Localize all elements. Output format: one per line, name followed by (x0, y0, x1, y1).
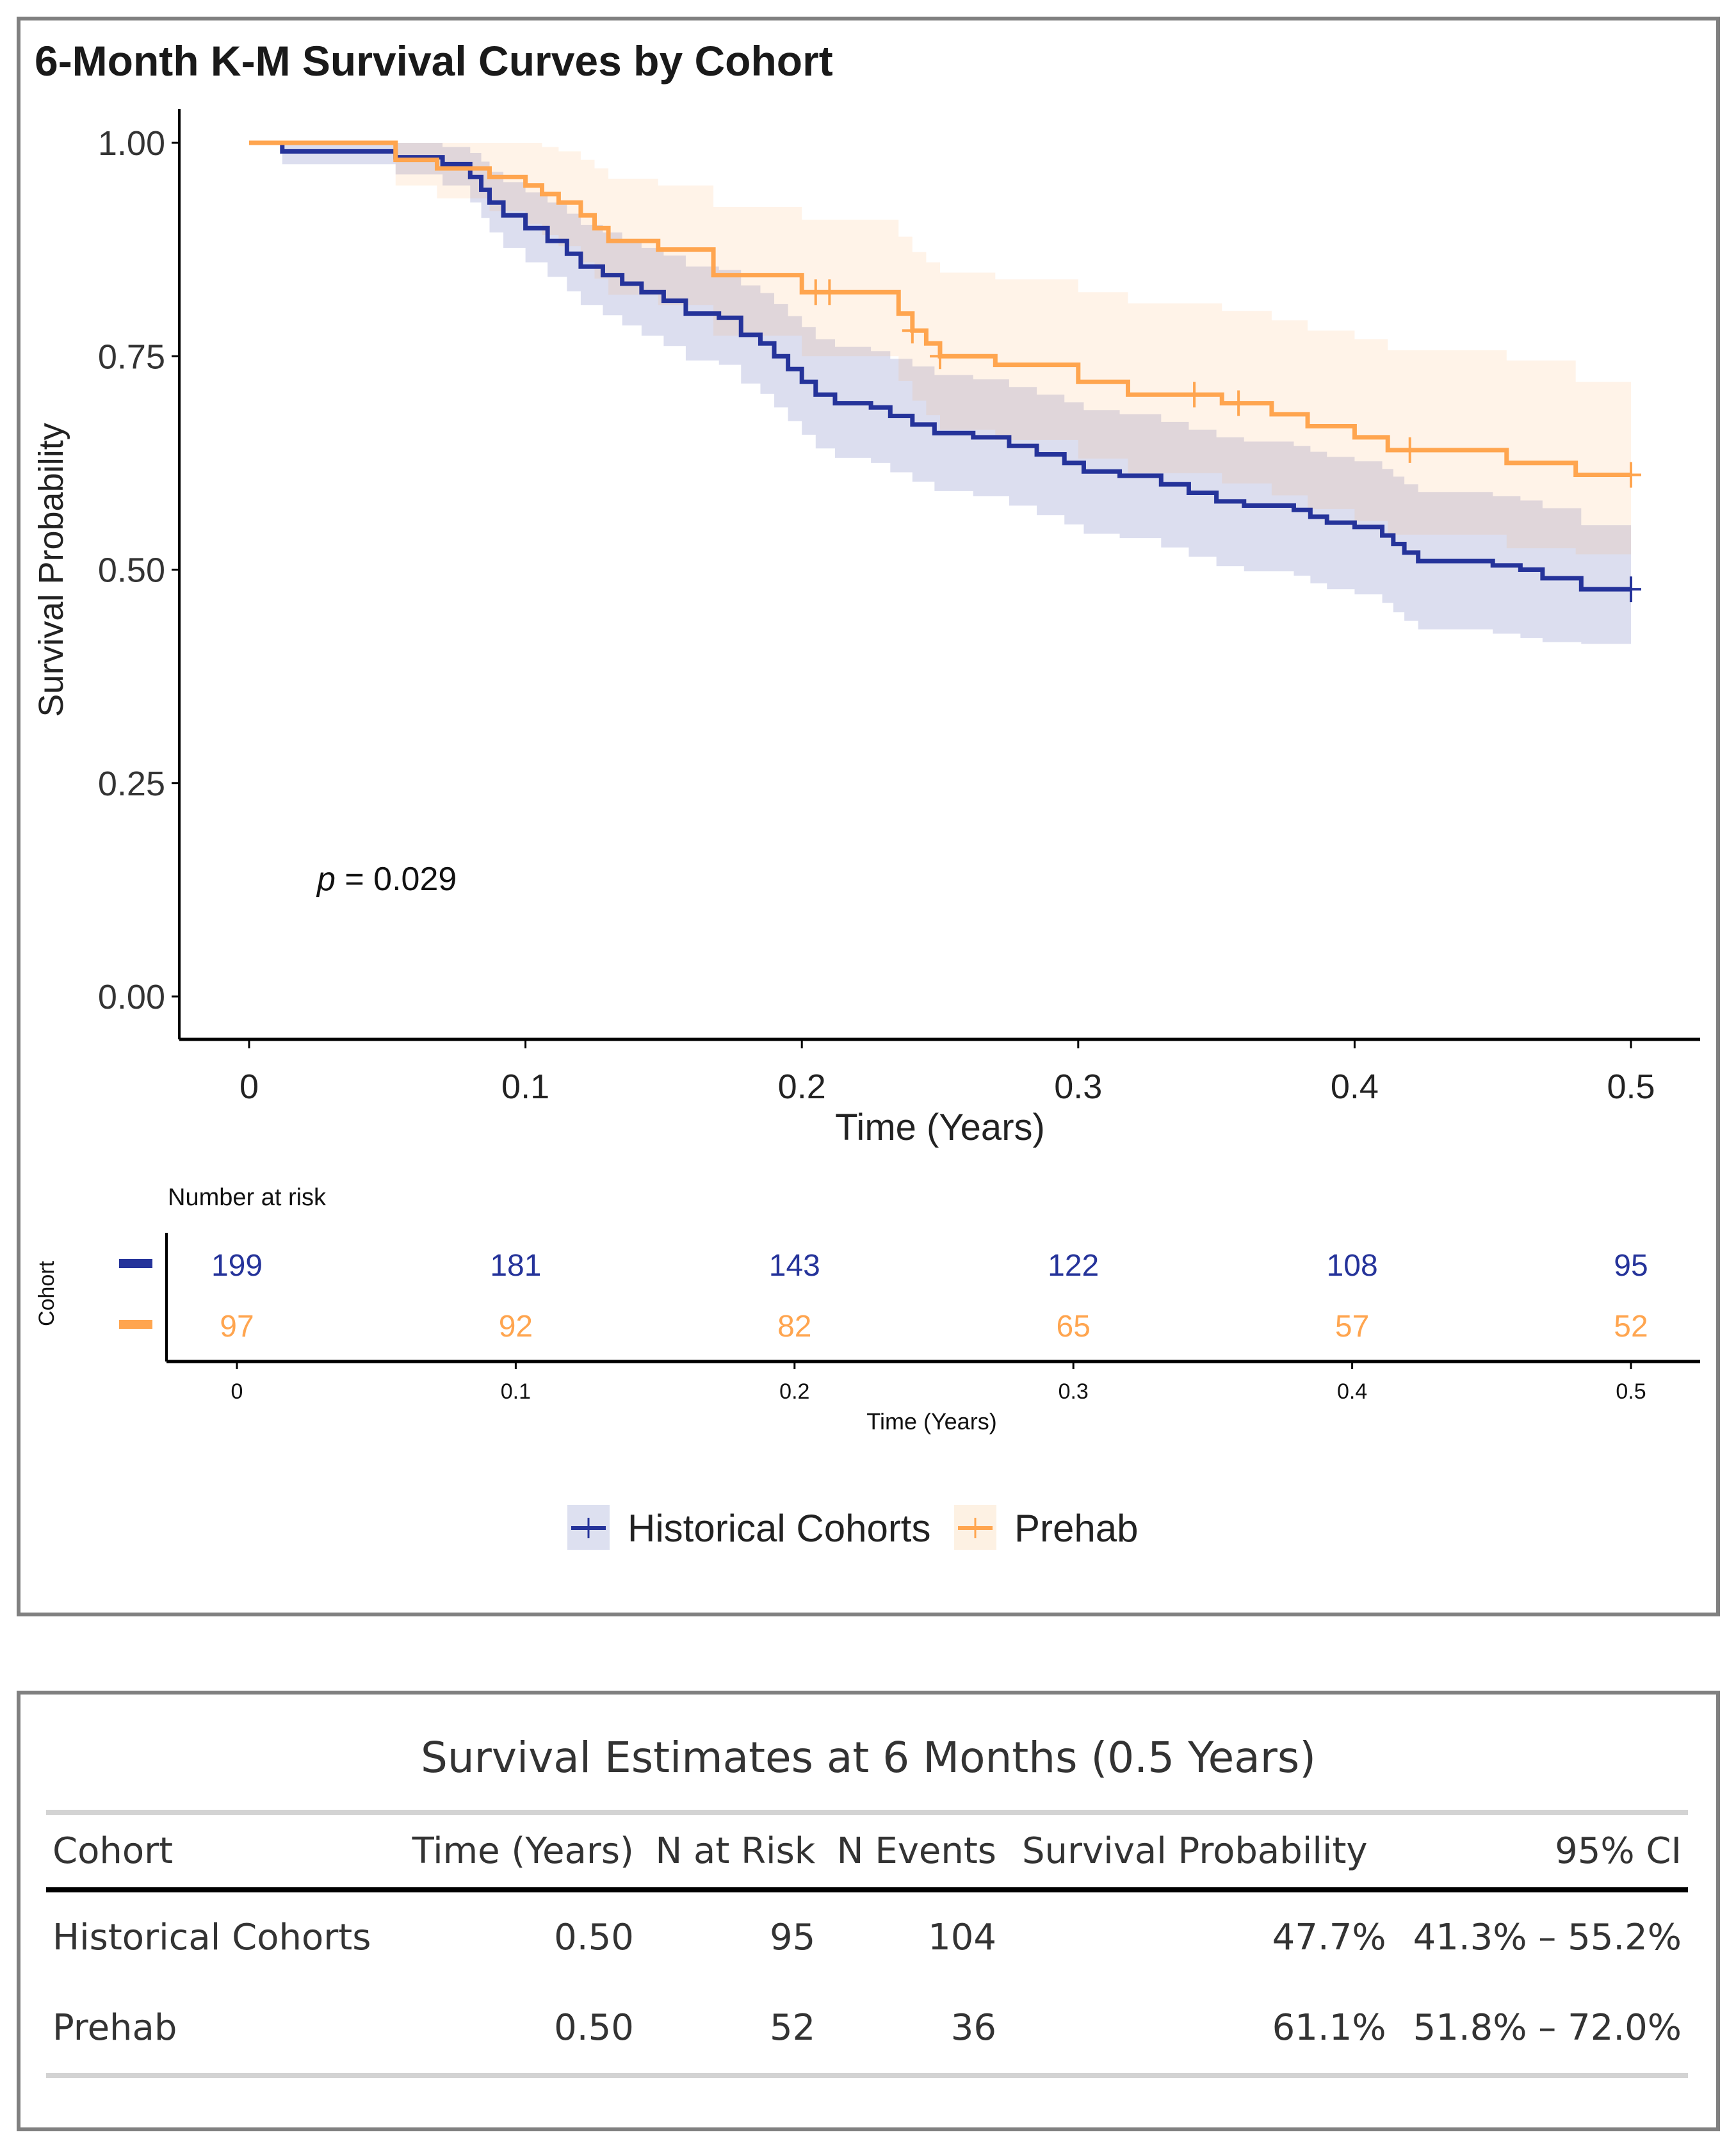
cell-n-events: 104 (928, 1917, 996, 1958)
cell-time: 0.50 (554, 1917, 634, 1958)
km-chart-panel: 6-Month K-M Survival Curves by Cohort 0.… (17, 17, 1720, 1616)
x-tick-label: 0.1 (501, 1068, 549, 1106)
cell-n-at-risk: 52 (640, 1983, 822, 2078)
risk-x-tick-label: 0.1 (501, 1379, 531, 1404)
risk-count: 57 (1335, 1310, 1369, 1344)
cell-ci: 41.3% – 55.2% (1413, 1917, 1682, 1958)
p-label: p (316, 861, 336, 898)
risk-count: 97 (220, 1310, 254, 1344)
estimates-table-panel: Survival Estimates at 6 Months (0.5 Year… (17, 1691, 1720, 2131)
censor-mark-prehab (1621, 462, 1641, 488)
p-value-annotation: p = 0.029 (316, 861, 457, 898)
censor-mark-prehab (819, 279, 840, 305)
x-tick-label: 0.5 (1607, 1068, 1655, 1106)
estimates-table-title: Survival Estimates at 6 Months (0.5 Year… (420, 1733, 1317, 1782)
risk-count: 181 (490, 1249, 541, 1283)
censor-mark-prehab (1399, 437, 1420, 463)
chart-title: 6-Month K-M Survival Curves by Cohort (35, 37, 833, 85)
x-tick-label: 0 (239, 1068, 259, 1106)
col-header-cohort: Cohort (46, 1810, 394, 1892)
risk-x-tick-label: 0.5 (1616, 1379, 1646, 1404)
risk-table-y-label: Cohort (35, 1260, 59, 1326)
risk-count: 108 (1327, 1249, 1378, 1283)
cell-cohort: Historical Cohorts (53, 1917, 371, 1958)
estimates-table: Cohort Time (Years) N at Risk N Events S… (46, 1810, 1688, 2078)
censor-mark-prehab (930, 343, 950, 370)
risk-count: 199 (211, 1249, 263, 1283)
risk-x-tick-label: 0.3 (1059, 1379, 1089, 1404)
y-tick-label: 0.50 (98, 551, 165, 590)
risk-table-x-label: Time (Years) (866, 1408, 996, 1435)
y-tick-label: 0.00 (98, 978, 165, 1016)
risk-count: 52 (1614, 1310, 1648, 1344)
col-header-ci: 95% CI (1392, 1810, 1688, 1892)
cell-time: 0.50 (394, 1983, 640, 2078)
risk-count: 65 (1057, 1310, 1091, 1344)
survival-curve-historical-cohorts (249, 140, 1631, 592)
legend: Historical Cohorts Prehab (567, 1505, 1138, 1550)
x-axis-label: Time (Years) (835, 1107, 1045, 1148)
y-axis-label: Survival Probability (32, 423, 70, 717)
legend-label: Historical Cohorts (628, 1507, 930, 1550)
x-tick-label: 0.4 (1331, 1068, 1379, 1106)
cell-survival-probability: 47.7% (1272, 1917, 1386, 1958)
cell-ci: 51.8% – 72.0% (1392, 1983, 1688, 2078)
y-tick-label: 0.75 (98, 337, 165, 376)
censor-mark-prehab (1184, 382, 1205, 408)
risk-x-tick-label: 0 (231, 1379, 243, 1404)
risk-count: 92 (499, 1310, 533, 1344)
cell-n-events: 36 (822, 1983, 1003, 2078)
cell-n-at-risk: 95 (769, 1917, 816, 1958)
estimates-header-row: Cohort Time (Years) N at Risk N Events S… (46, 1810, 1688, 1892)
legend-item-historical-cohorts: Historical Cohorts (567, 1505, 930, 1550)
cell-survival-probability: 61.1% (1002, 1983, 1393, 2078)
censor-mark-prehab (1228, 390, 1249, 416)
x-tick-label: 0.2 (778, 1068, 826, 1106)
risk-row-key-prehab (119, 1320, 152, 1329)
y-tick-label: 1.00 (98, 124, 165, 163)
col-header-n-events: N Events (822, 1810, 1003, 1892)
risk-row-key-historical-cohorts (119, 1259, 152, 1268)
risk-table-title: Number at risk (168, 1184, 327, 1211)
table-row: Prehab 0.50 52 36 61.1% 51.8% – 72.0% (46, 1983, 1688, 2078)
risk-count: 143 (769, 1249, 820, 1283)
legend-item-prehab: Prehab (954, 1505, 1138, 1550)
survival-curve-prehab (249, 140, 1631, 478)
cell-cohort: Prehab (46, 1983, 394, 2078)
risk-count: 122 (1048, 1249, 1099, 1283)
censor-mark-historical-cohorts (1621, 576, 1641, 603)
risk-count: 82 (777, 1310, 811, 1344)
y-tick-label: 0.25 (98, 765, 165, 803)
legend-label: Prehab (1014, 1507, 1138, 1550)
risk-x-tick-label: 0.4 (1337, 1379, 1367, 1404)
table-row: Historical Cohorts 0.50 95 104 47.7% 41.… (46, 1890, 1688, 1983)
x-tick-label: 0.3 (1054, 1068, 1102, 1106)
col-header-time: Time (Years) (394, 1810, 640, 1892)
censor-mark-prehab (902, 318, 923, 344)
km-chart: 6-Month K-M Survival Curves by Cohort 0.… (32, 37, 1700, 1550)
risk-count: 95 (1614, 1249, 1648, 1283)
p-value-text: = 0.029 (336, 861, 457, 898)
col-header-survival-probability: Survival Probability (1002, 1810, 1393, 1892)
risk-x-tick-label: 0.2 (779, 1379, 809, 1404)
col-header-n-at-risk: N at Risk (640, 1810, 822, 1892)
